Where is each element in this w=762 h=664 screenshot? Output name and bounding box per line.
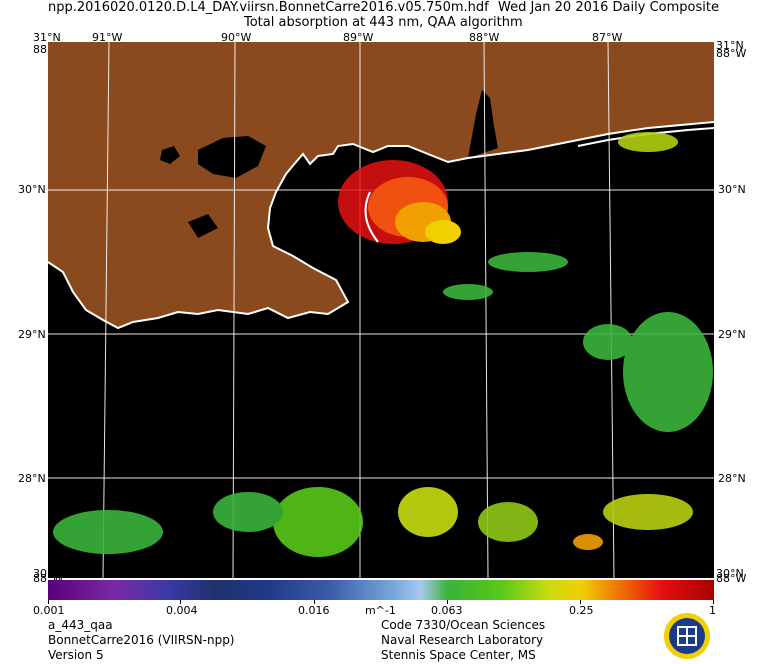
colorbar-tick (580, 600, 581, 604)
lat-label-right-29n: 29°N (718, 328, 746, 341)
land-mass (48, 42, 714, 328)
colorbar-tick (314, 600, 315, 604)
lat-label-left-28n: 28°N (18, 472, 46, 485)
corner-label-bottom-right-lat: 30°N (716, 567, 744, 580)
org-location: Stennis Space Center, MS (381, 648, 536, 662)
lake-salvador (188, 214, 218, 238)
version: Version 5 (48, 648, 104, 662)
composite-date: Wed Jan 20 2016 Daily Composite (498, 0, 719, 15)
corner-label-top-left-lat: 31°N (33, 31, 61, 44)
lat-label-left-30n: 30°N (18, 183, 46, 196)
lon-label-91w: 91°W (92, 31, 123, 44)
colorbar-label-0001: 0.001 (33, 604, 65, 617)
lat-label-left-29n: 29°N (18, 328, 46, 341)
corner-label-top-right-lon: 88°W (716, 47, 747, 60)
colorbar-tick (447, 600, 448, 604)
colorbar-label-1: 1 (709, 604, 716, 617)
nrl-seal-icon (664, 613, 710, 659)
chlorophyll-patches (53, 132, 713, 557)
product-title: Total absorption at 443 nm, QAA algorith… (244, 15, 523, 30)
lon-label-89w: 89°W (343, 31, 374, 44)
product-name: a_443_qaa (48, 618, 113, 632)
lake-maurepas (160, 146, 180, 164)
colorbar-units: m^-1 (365, 604, 396, 617)
satellite-map (48, 42, 714, 578)
corner-label-bottom-right-lon: 88°W (716, 572, 747, 585)
corner-label-top-right-lat: 31°N (716, 39, 744, 52)
colorbar-tick (713, 600, 714, 604)
colorbar-label-0016: 0.016 (298, 604, 330, 617)
file-name-title: npp.2016020.0120.D.L4_DAY.viirsn.BonnetC… (48, 0, 489, 15)
colorbar-label-0004: 0.004 (166, 604, 198, 617)
lon-label-88w: 88°W (469, 31, 500, 44)
colorbar-label-0063: 0.063 (431, 604, 463, 617)
colorbar (48, 580, 714, 600)
colorbar-tick (180, 600, 181, 604)
lon-label-87w: 87°W (592, 31, 623, 44)
mobile-bay (468, 90, 498, 158)
lake-pontchartrain (198, 136, 266, 178)
lon-label-90w: 90°W (221, 31, 252, 44)
org-name: Naval Research Laboratory (381, 633, 544, 647)
coastline (48, 121, 714, 330)
colorbar-label-025: 0.25 (569, 604, 594, 617)
lat-label-right-30n: 30°N (718, 183, 746, 196)
bonnet-carre-plume (338, 160, 461, 244)
dataset-name: BonnetCarre2016 (VIIRSN-npp) (48, 633, 235, 647)
lat-label-right-28n: 28°N (718, 472, 746, 485)
colorbar-tick (48, 600, 49, 604)
org-code: Code 7330/Ocean Sciences (381, 618, 546, 632)
